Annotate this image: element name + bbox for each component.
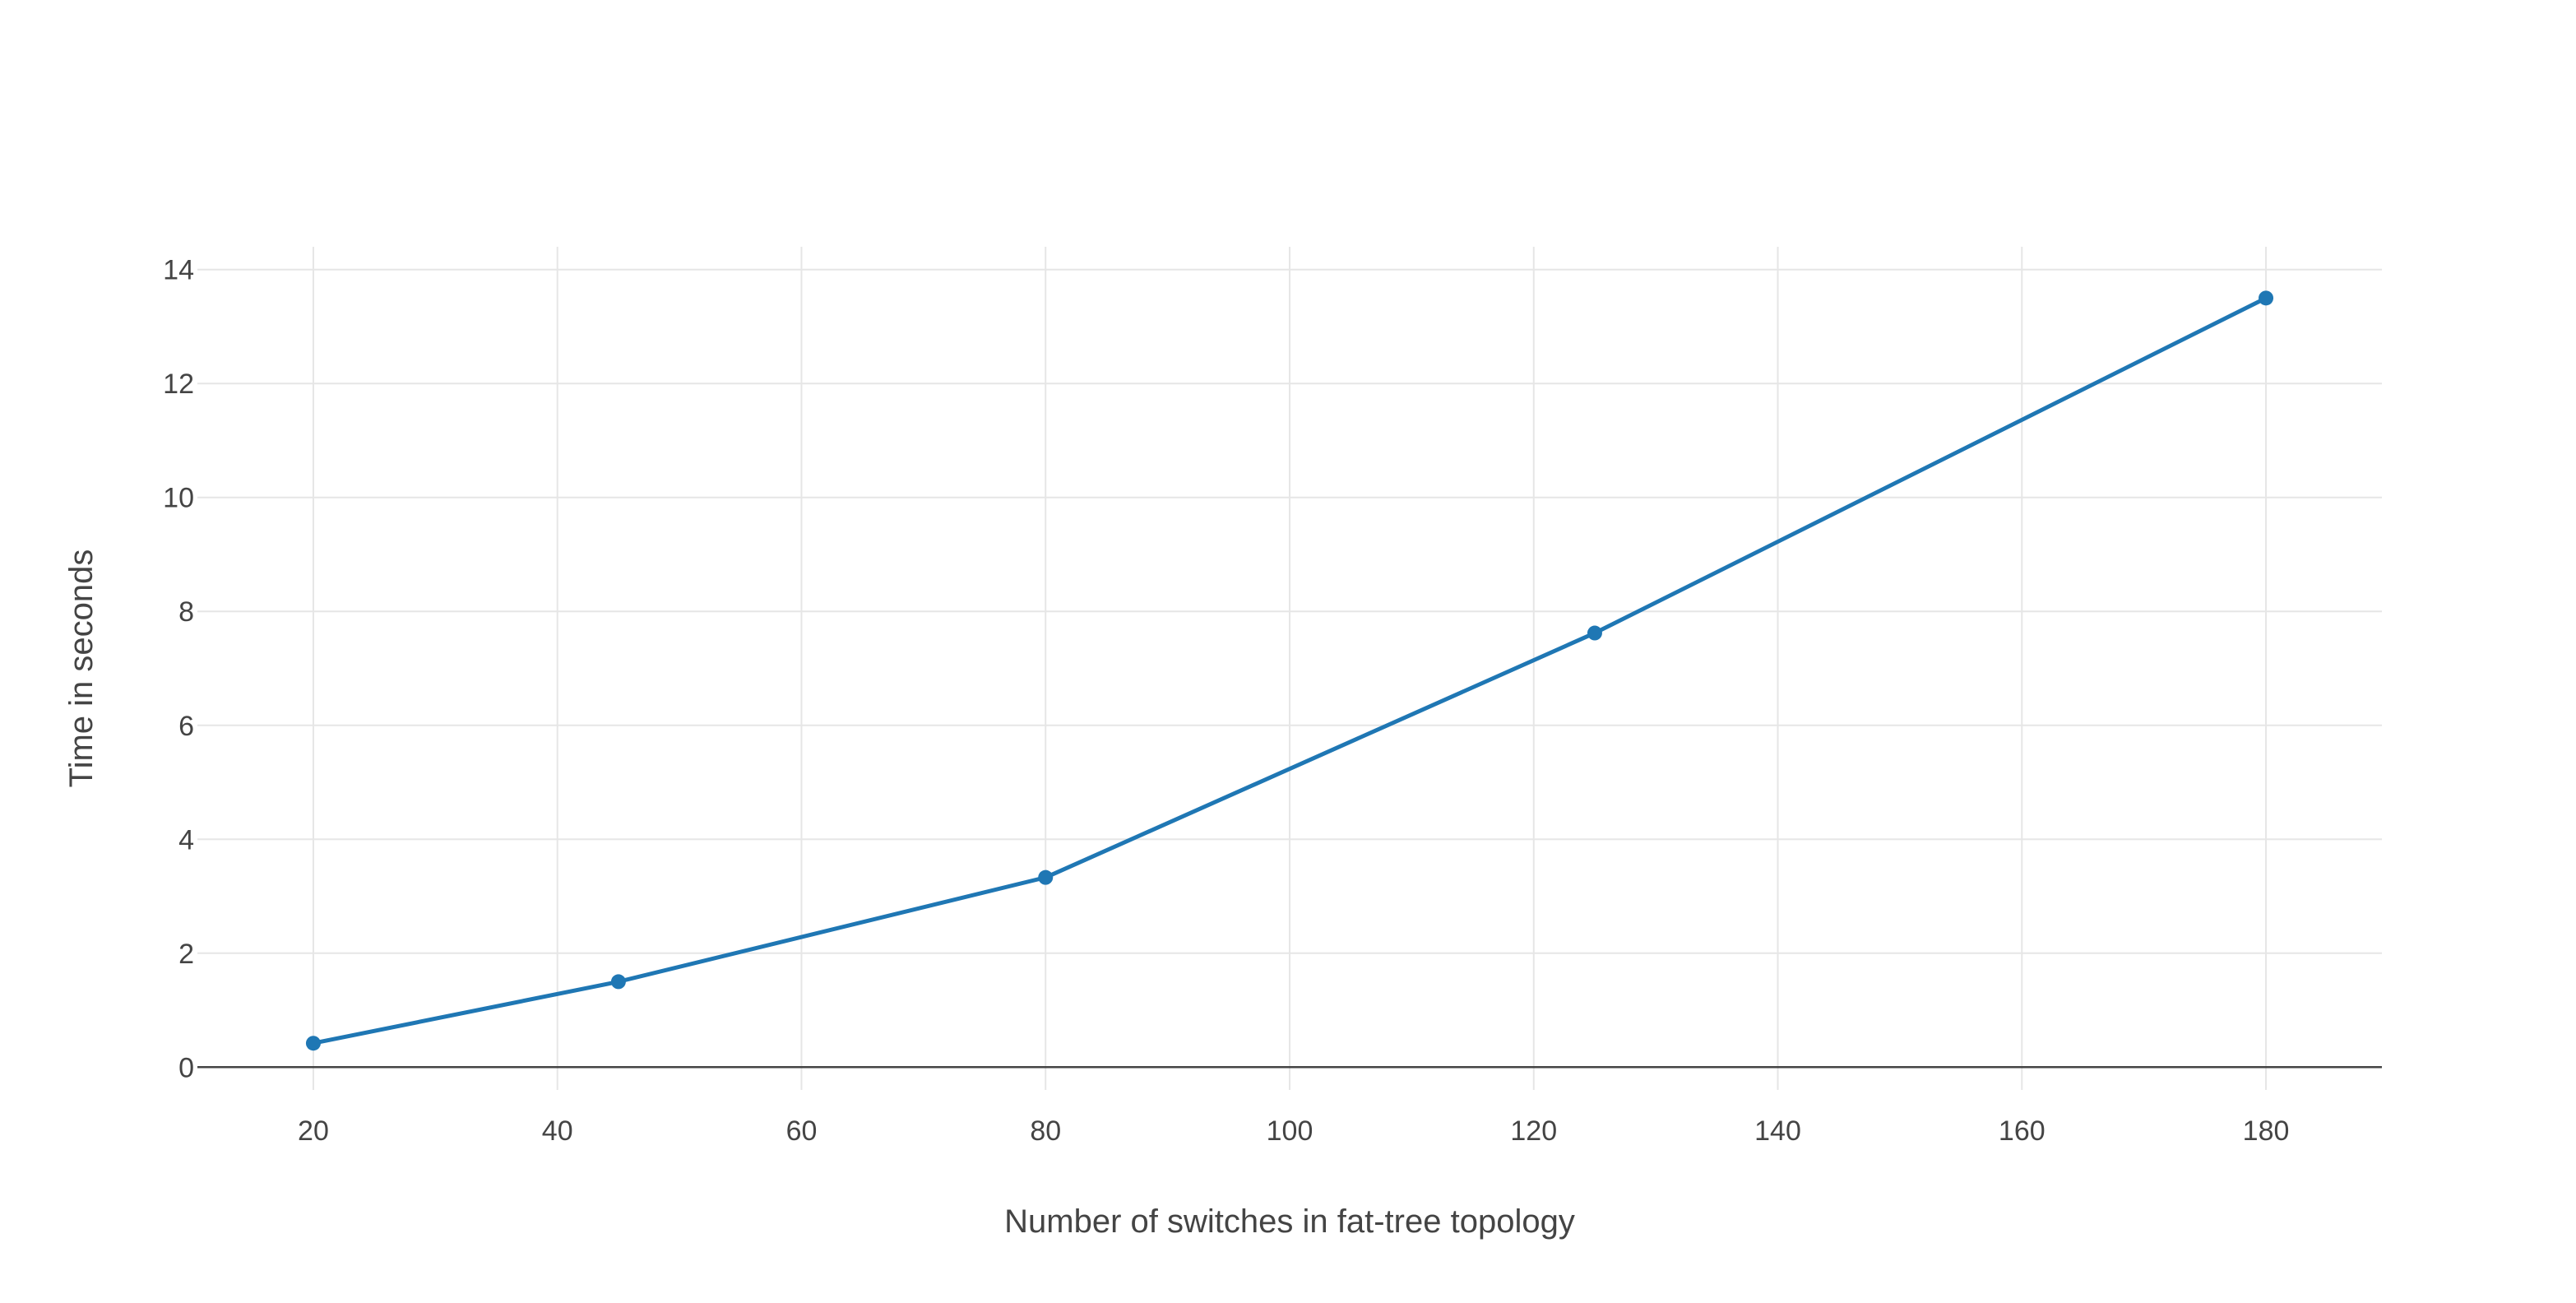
x-axis-title: Number of switches in fat-tree topology [1004, 1203, 1575, 1240]
x-tick-label: 120 [1510, 1115, 1557, 1147]
y-tick-label: 2 [178, 939, 194, 970]
x-tick-label: 80 [1030, 1115, 1061, 1147]
series-layer [305, 290, 2274, 1051]
y-tick-label: 14 [163, 255, 194, 286]
y-tick-label: 4 [178, 824, 194, 856]
data-point [305, 1036, 321, 1051]
x-tick-label: 140 [1754, 1115, 1801, 1147]
y-axis-title: Time in seconds [63, 549, 100, 788]
y-gridlines [197, 268, 2382, 954]
y-tick-label: 0 [178, 1052, 194, 1083]
x-tick-label: 180 [2243, 1115, 2290, 1147]
x-tick-labels: 20 40 60 80 100 120 140 160 180 [298, 1115, 2289, 1147]
y-tick-labels: 0 2 4 6 8 10 12 14 [163, 255, 194, 1084]
data-point [2259, 290, 2274, 306]
data-point [1038, 869, 1054, 885]
x-tick-label: 60 [786, 1115, 818, 1147]
y-tick-label: 8 [178, 596, 194, 628]
y-tick-label: 12 [163, 369, 194, 400]
x-tick-label: 40 [542, 1115, 573, 1147]
data-point [610, 974, 626, 990]
x-gridlines [312, 247, 2268, 1090]
x-tick-label: 20 [298, 1115, 329, 1147]
y-tick-label: 6 [178, 711, 194, 742]
x-tick-label: 100 [1267, 1115, 1313, 1147]
data-point [1587, 625, 1602, 641]
y-tick-label: 10 [163, 483, 194, 514]
x-tick-label: 160 [1999, 1115, 2046, 1147]
